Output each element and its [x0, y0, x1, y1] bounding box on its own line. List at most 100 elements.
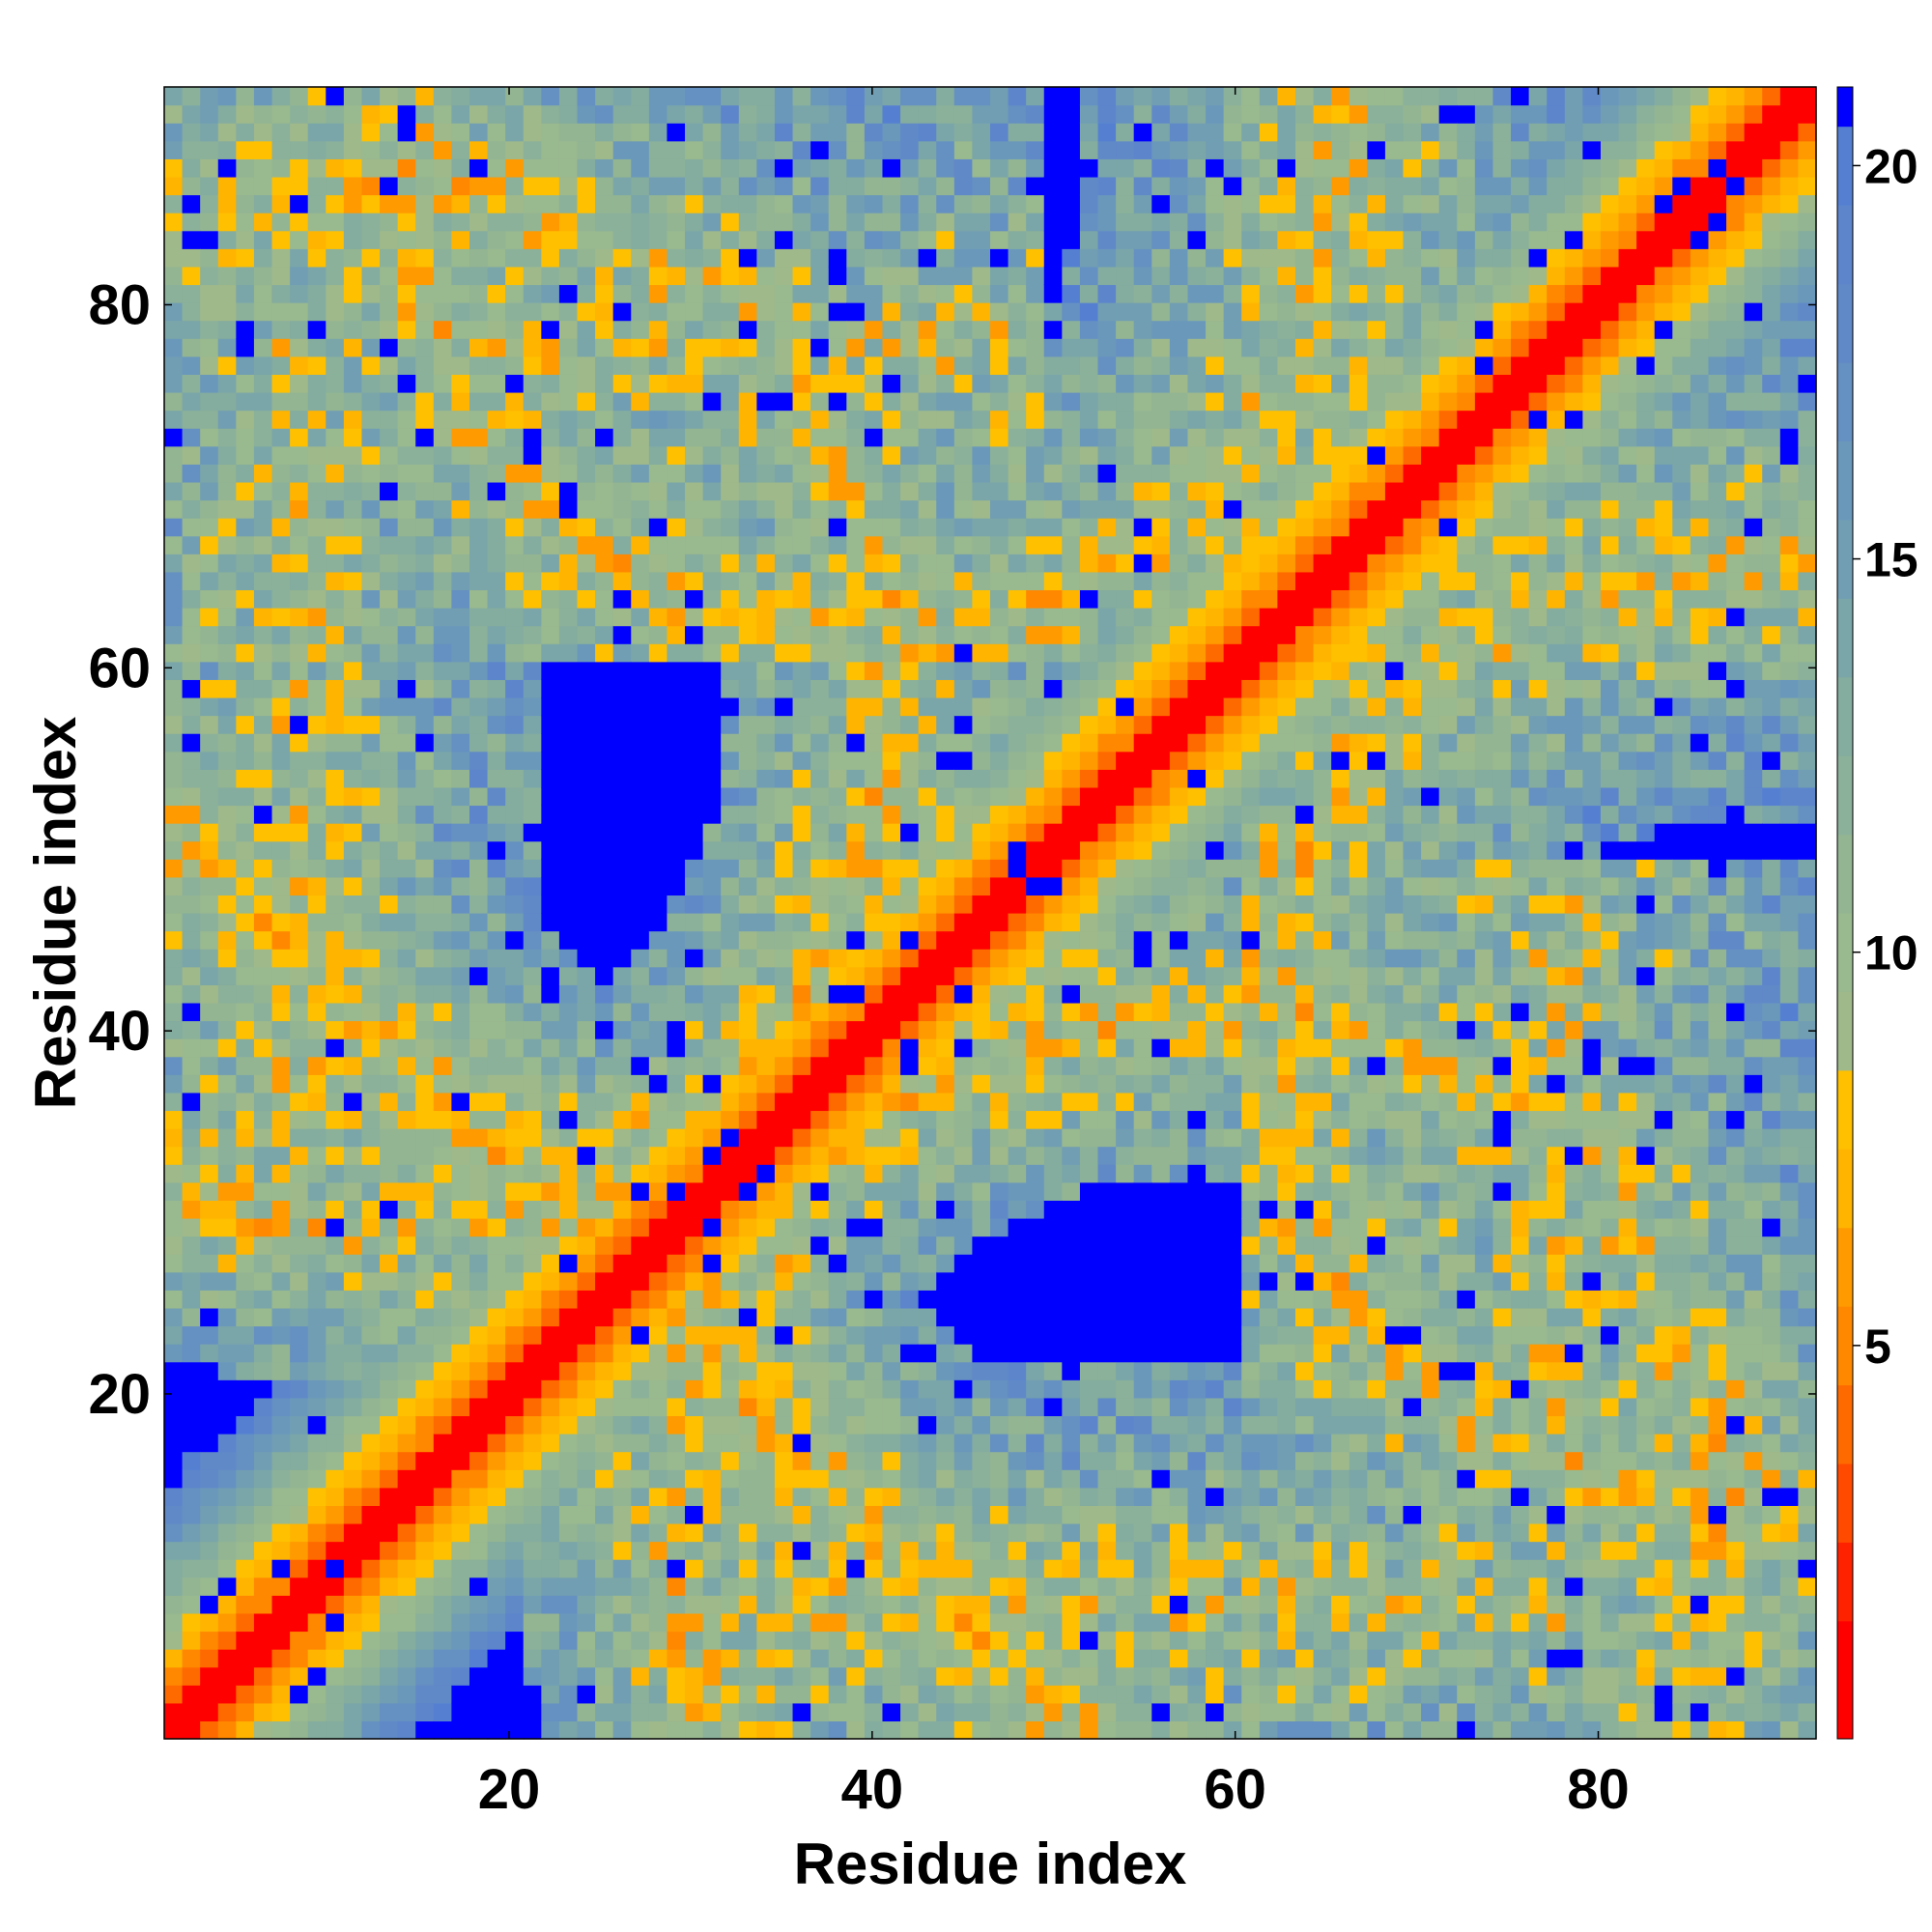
heatmap-cell	[990, 1092, 1009, 1112]
heatmap-cell	[182, 823, 201, 842]
heatmap-cell	[217, 840, 237, 860]
heatmap-cell	[307, 1559, 327, 1578]
heatmap-cell	[667, 1146, 686, 1165]
heatmap-cell	[792, 374, 811, 393]
heatmap-cell	[361, 679, 381, 698]
heatmap-cell	[326, 1271, 345, 1291]
heatmap-cell	[361, 499, 381, 519]
heatmap-cell	[217, 608, 237, 627]
heatmap-cell	[415, 1325, 435, 1345]
heatmap-cell	[828, 1612, 847, 1633]
heatmap-cell	[846, 1020, 866, 1039]
heatmap-cell	[702, 895, 722, 914]
heatmap-cell	[200, 1649, 219, 1668]
heatmap-cell	[182, 284, 201, 303]
heatmap-cell	[702, 696, 722, 717]
heatmap-cell	[953, 1236, 974, 1255]
heatmap-cell	[936, 428, 955, 447]
heatmap-cell	[343, 1020, 363, 1039]
heatmap-cell	[253, 481, 273, 501]
heatmap-cell	[882, 1146, 901, 1165]
heatmap-cell	[523, 1415, 542, 1435]
heatmap-cell	[1043, 984, 1063, 1004]
heatmap-cell	[702, 176, 722, 196]
heatmap-cell	[900, 1020, 920, 1039]
heatmap-cell	[361, 805, 381, 824]
heatmap-cell	[271, 1720, 291, 1740]
heatmap-cell	[774, 1128, 794, 1148]
heatmap-cell	[200, 1307, 219, 1327]
heatmap-cell	[900, 1236, 920, 1255]
heatmap-cell	[721, 104, 740, 124]
heatmap-cell	[253, 1415, 273, 1435]
heatmap-cell	[667, 320, 686, 339]
heatmap-cell	[1097, 769, 1117, 788]
heatmap-cell	[577, 1074, 596, 1094]
heatmap-cell	[846, 733, 866, 753]
heatmap-cell	[361, 1541, 381, 1560]
heatmap-cell	[792, 1344, 811, 1363]
heatmap-cell	[990, 608, 1009, 627]
heatmap-cell	[271, 391, 291, 412]
heatmap-cell	[558, 518, 579, 537]
heatmap-cell	[1062, 823, 1081, 842]
heatmap-cell	[380, 715, 399, 734]
heatmap-cell	[290, 1074, 309, 1094]
heatmap-cell	[792, 1128, 811, 1148]
heatmap-cell	[918, 715, 937, 734]
heatmap-cell	[667, 230, 686, 249]
heatmap-cell	[182, 679, 201, 698]
heatmap-cell	[433, 87, 452, 106]
heatmap-cell	[953, 1487, 974, 1506]
heatmap-cell	[846, 176, 866, 196]
heatmap-cell	[577, 1415, 596, 1435]
heatmap-cell	[1097, 949, 1117, 968]
heatmap-cell	[217, 266, 237, 286]
heatmap-cell	[236, 428, 255, 447]
heatmap-cell	[1097, 1164, 1117, 1183]
heatmap-cell	[756, 589, 776, 609]
heatmap-cell	[1079, 661, 1099, 680]
heatmap-cell	[1116, 1522, 1135, 1543]
heatmap-cell	[990, 1307, 1009, 1327]
heatmap-cell	[918, 643, 937, 663]
heatmap-cell	[182, 1128, 201, 1148]
heatmap-cell	[487, 876, 506, 896]
heatmap-cell	[828, 876, 847, 896]
heatmap-cell	[595, 1434, 614, 1453]
heatmap-cell	[343, 571, 363, 591]
heatmap-cell	[667, 464, 686, 483]
heatmap-cell	[631, 230, 650, 249]
heatmap-cell	[1008, 374, 1027, 393]
heatmap-cell	[972, 1666, 991, 1686]
heatmap-cell	[397, 230, 416, 249]
heatmap-cell	[182, 374, 201, 393]
heatmap-cell	[900, 374, 920, 393]
heatmap-cell	[972, 1379, 991, 1399]
heatmap-cell	[236, 733, 255, 753]
heatmap-cell	[361, 1487, 381, 1506]
heatmap-cell	[685, 823, 704, 842]
heatmap-cell	[541, 1361, 560, 1380]
heatmap-cell	[541, 876, 560, 896]
heatmap-cell	[1026, 608, 1045, 627]
heatmap-cell	[667, 87, 686, 106]
heatmap-cell	[290, 823, 309, 842]
heatmap-cell	[397, 1720, 416, 1740]
heatmap-cell	[702, 786, 722, 807]
heatmap-cell	[164, 733, 184, 753]
heatmap-cell	[1026, 1181, 1045, 1201]
heatmap-cell	[774, 751, 794, 770]
heatmap-cell	[451, 679, 470, 698]
heatmap-cell	[612, 104, 632, 124]
heatmap-cell	[721, 840, 740, 860]
heatmap-cell	[846, 1434, 866, 1453]
heatmap-cell	[792, 1702, 811, 1722]
heatmap-cell	[648, 786, 668, 807]
heatmap-cell	[236, 769, 255, 788]
heatmap-cell	[1062, 949, 1081, 968]
heatmap-cell	[918, 696, 937, 717]
heatmap-cell	[1079, 733, 1099, 753]
heatmap-cell	[469, 1612, 489, 1633]
heatmap-cell	[290, 1056, 309, 1075]
